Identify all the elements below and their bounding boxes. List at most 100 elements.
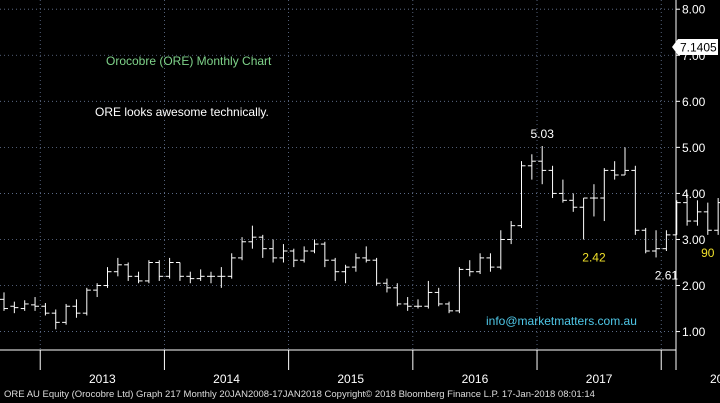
y-tick-label: 2.00 — [682, 279, 706, 293]
ohlc-bars — [0, 145, 720, 330]
ohlc-bar — [20, 300, 29, 311]
ohlc-bar — [579, 197, 588, 240]
ohlc-bar — [62, 303, 71, 325]
annotation-label: 2.61 — [655, 268, 679, 282]
ohlc-bar — [144, 260, 153, 284]
ohlc-bar — [548, 165, 557, 199]
ohlc-bar — [165, 257, 174, 279]
ohlc-bar — [517, 161, 526, 228]
ohlc-bar — [662, 230, 671, 251]
ohlc-bar — [279, 244, 288, 263]
ohlc-bar — [289, 248, 298, 268]
ohlc-bar — [175, 262, 184, 281]
ohlc-bar — [258, 234, 267, 258]
ohlc-bar — [300, 246, 309, 263]
last-price-value: 7.1405 — [680, 41, 717, 55]
contact-email: info@marketmatters.com.au — [486, 314, 637, 328]
ohlc-bar — [103, 267, 112, 288]
ohlc-bar — [693, 200, 702, 226]
price-annotations: 5.032.422.61907.35 — [531, 127, 715, 282]
ohlc-bar — [610, 161, 619, 180]
ohlc-bar — [186, 271, 195, 284]
ohlc-bar — [424, 280, 433, 309]
ohlc-bar — [414, 299, 422, 309]
y-tick-label: 3.00 — [682, 233, 706, 247]
ohlc-bar — [72, 299, 81, 318]
ohlc-bar — [0, 292, 8, 311]
chart-footer: ORE AU Equity (Orocobre Ltd) Graph 217 M… — [0, 386, 720, 403]
ohlc-bar — [714, 198, 720, 235]
y-tick-label: 6.00 — [682, 95, 706, 109]
ohlc-bar — [465, 260, 474, 277]
annotation-label: 90 — [701, 246, 715, 260]
ohlc-bar — [621, 147, 629, 176]
ohlc-bar — [31, 297, 40, 311]
ohlc-bar — [93, 283, 102, 298]
ohlc-bar — [393, 283, 402, 307]
x-tick-label: 2016 — [462, 372, 489, 386]
ohlc-bar — [476, 253, 485, 275]
ohlc-bar — [641, 227, 650, 254]
ohlc-bar — [683, 193, 692, 226]
x-tick-label: 2018 — [710, 372, 720, 386]
ohlc-bar — [496, 230, 505, 270]
ohlc-bar — [455, 267, 464, 314]
x-axis-ticks: 2013 2014 2015 2016 2017 2018 — [39, 350, 720, 386]
ohlc-bar — [320, 241, 329, 268]
ohlc-bar — [652, 230, 661, 258]
ohlc-bar — [403, 297, 412, 311]
ohlc-bar — [113, 257, 122, 277]
ohlc-bar — [217, 267, 226, 288]
ohlc-bar — [269, 239, 278, 263]
ohlc-bar — [196, 269, 205, 281]
ohlc-bar — [310, 239, 319, 254]
ohlc-bar — [227, 253, 236, 279]
x-tick-label: 2017 — [586, 372, 613, 386]
grid-lines — [0, 0, 676, 350]
ohlc-bar — [124, 262, 133, 281]
ohlc-bar — [600, 168, 609, 222]
ohlc-bar — [486, 253, 495, 272]
ohlc-bar — [41, 303, 50, 316]
ohlc-bar — [569, 193, 578, 212]
ohlc-bar — [51, 309, 60, 330]
ohlc-bar — [155, 260, 164, 281]
x-tick-label: 2013 — [89, 372, 116, 386]
ohlc-bar — [434, 287, 443, 307]
ohlc-bar — [10, 301, 19, 314]
ohlc-bar — [134, 271, 143, 284]
y-tick-label: 1.00 — [682, 325, 706, 339]
ohlc-bar — [589, 184, 598, 217]
annotation-label: 2.42 — [582, 250, 606, 264]
ohlc-bar — [558, 179, 567, 203]
ohlc-bar — [445, 301, 454, 314]
ohlc-bar — [351, 253, 360, 272]
last-price-label: 7.1405 — [672, 39, 718, 55]
chart-title: Orocobre (ORE) Monthly Chart — [106, 54, 272, 68]
ohlc-bar — [631, 165, 640, 235]
annotation-label: 5.03 — [531, 127, 555, 141]
ohlc-bar — [538, 145, 547, 185]
y-tick-label: 5.00 — [682, 141, 706, 155]
ohlc-bar — [703, 202, 712, 235]
ohlc-bar — [331, 257, 340, 281]
ohlc-bar — [362, 246, 371, 263]
ohlc-bar — [527, 154, 536, 180]
ohlc-bar — [207, 271, 215, 284]
ohlc-bar — [82, 287, 91, 316]
y-tick-label: 4.00 — [682, 187, 706, 201]
x-tick-label: 2014 — [213, 372, 240, 386]
last-price-tag — [672, 39, 718, 55]
ohlc-bar — [248, 225, 257, 249]
ohlc-bar — [238, 237, 247, 261]
x-tick-label: 2015 — [337, 372, 364, 386]
ohlc-bar — [372, 257, 381, 286]
ohlc-bar — [341, 264, 350, 284]
y-axis-ticks: 1.002.003.004.005.006.007.008.00 — [676, 3, 706, 339]
y-tick-label: 8.00 — [682, 3, 706, 17]
ohlc-bar — [382, 278, 391, 293]
ohlc-bar — [507, 221, 516, 245]
chart-subtitle: ORE looks awesome technically. — [95, 105, 269, 119]
